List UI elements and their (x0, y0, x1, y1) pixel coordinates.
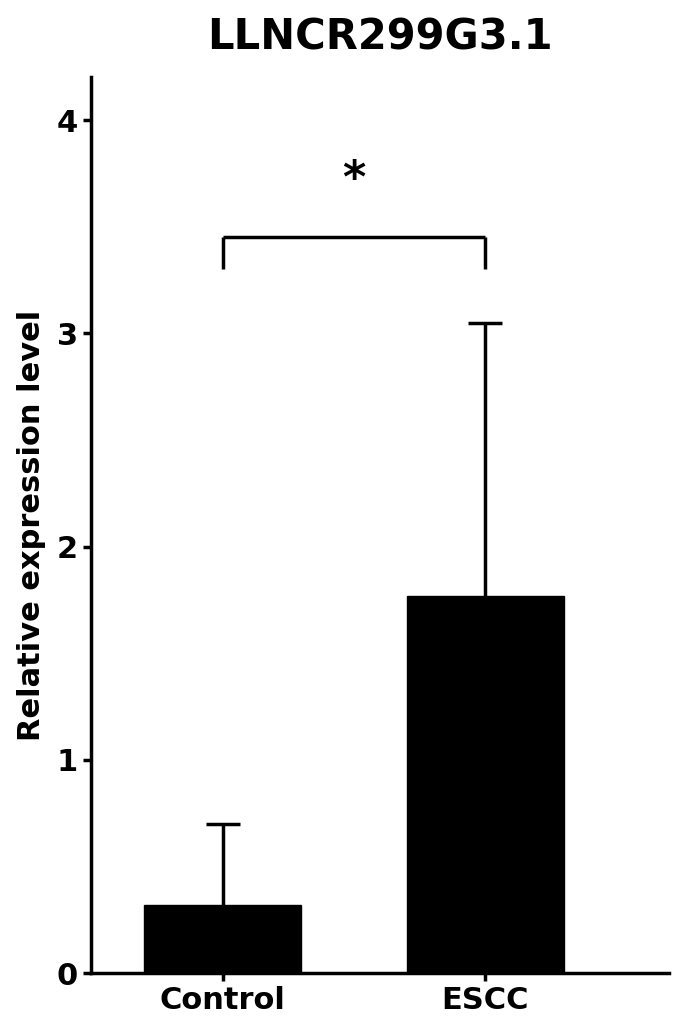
Bar (144, 905, 301, 973)
Text: *: * (342, 158, 366, 201)
Title: LLNCR299G3.1: LLNCR299G3.1 (207, 17, 553, 59)
Bar (407, 595, 564, 973)
Y-axis label: Relative expression level: Relative expression level (16, 310, 46, 741)
